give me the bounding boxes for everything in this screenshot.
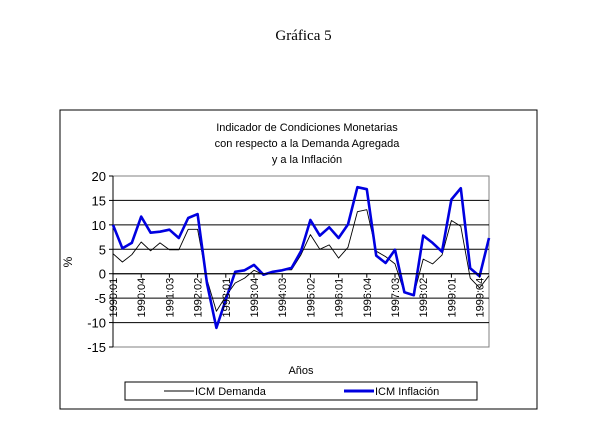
y-tick-label: -10 <box>87 316 106 331</box>
series-line-icm-inflacion <box>111 185 491 330</box>
x-tick-label: 1990:04 <box>136 278 148 318</box>
plot-area <box>112 175 490 348</box>
x-tick-label: 1995:02 <box>305 278 317 318</box>
x-tick-label: 1997:03 <box>390 278 402 318</box>
x-tick-label: 1999:04 <box>475 278 487 318</box>
legend-label-demanda: ICM Demanda <box>195 386 267 398</box>
x-tick-label: 1992:02 <box>193 278 205 318</box>
x-tick-label: 1993:04 <box>249 278 261 318</box>
x-tick-label: 1996:01 <box>334 278 346 318</box>
y-tick-label: 10 <box>92 218 106 233</box>
y-tick-label: 20 <box>92 169 106 184</box>
chart-title-line-1: Indicador de Condiciones Monetarias <box>216 122 398 134</box>
y-tick-label: -15 <box>87 340 106 355</box>
x-axis-label: Años <box>288 365 314 377</box>
x-tick-label: 1999:01 <box>446 278 458 318</box>
x-tick-label: 1991:03 <box>164 278 176 318</box>
x-tick-label: 1994:03 <box>277 278 289 318</box>
x-tick-label: 1993:01 <box>221 278 233 318</box>
x-tick-label: 1996:04 <box>362 278 374 318</box>
x-tick-label: 1998:02 <box>418 278 430 318</box>
y-tick-label: 15 <box>92 193 106 208</box>
y-tick-label: 0 <box>99 267 106 282</box>
chart-title-line-3: y a la Inflación <box>272 154 342 166</box>
y-axis-label: % <box>61 256 75 267</box>
legend-label-inflacion: ICM Inflación <box>375 386 439 398</box>
y-tick-label: -5 <box>94 291 106 306</box>
x-tick-label: 1990:01 <box>108 278 120 318</box>
series-line-icm-demanda <box>112 209 490 312</box>
chart-title-line-2: con respecto a la Demanda Agregada <box>215 138 401 150</box>
y-tick-label: 5 <box>99 242 106 257</box>
chart-frame <box>59 109 538 410</box>
legend: ICM Demanda ICM Inflación <box>124 381 478 401</box>
legend-box <box>124 381 478 401</box>
page-heading: Gráfica 5 <box>275 28 332 44</box>
